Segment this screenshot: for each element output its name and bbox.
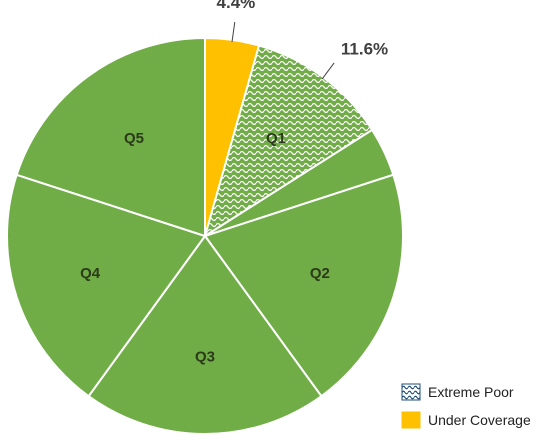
slice-label-q3: Q3 [195, 348, 215, 365]
pie-slices [6, 36, 404, 436]
legend-swatch-under-coverage [401, 411, 421, 429]
callout-line-extreme-poor [321, 62, 335, 80]
pie-slice-q2 [203, 173, 404, 398]
legend: Extreme Poor Under Coverage [401, 383, 531, 429]
slice-label-q1: Q1 [266, 130, 286, 147]
callout-label-under-coverage: 4.4% [217, 0, 256, 12]
slice-label-q4: Q4 [80, 265, 101, 282]
slice-label-q2: Q2 [310, 265, 330, 282]
pie-slice-q3 [87, 234, 323, 436]
legend-label-extreme-poor: Extreme Poor [428, 384, 514, 400]
pie-labels: Q1 Q2 Q3 Q4 Q5 4.4% 11.6% [80, 0, 388, 365]
pie-slice-q5 [15, 36, 206, 238]
slice-label-q5: Q5 [124, 130, 144, 147]
legend-swatch-extreme-poor [401, 383, 421, 401]
legend-label-under-coverage: Under Coverage [428, 412, 531, 428]
pie-slice-q4 [6, 173, 207, 398]
callout-label-extreme-poor: 11.6% [341, 39, 388, 58]
callout-line-under-coverage [231, 22, 236, 42]
